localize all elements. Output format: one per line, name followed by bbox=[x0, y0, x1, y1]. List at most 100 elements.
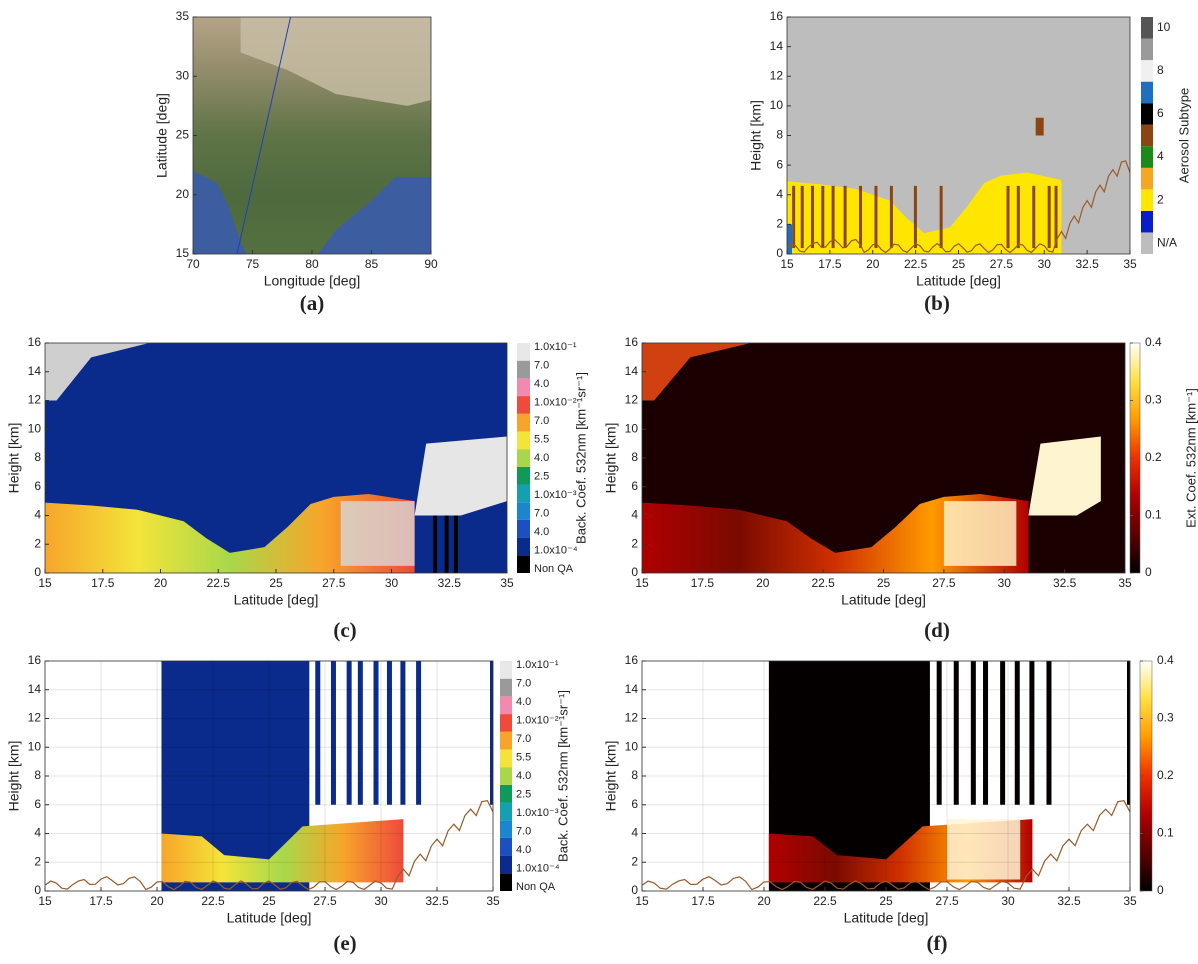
y-axis-label: Height [km] bbox=[603, 741, 619, 812]
colorbar-segment bbox=[500, 696, 512, 715]
stripe bbox=[889, 185, 893, 249]
colorbar-tick-label: 0.4 bbox=[1157, 653, 1174, 667]
track-line bbox=[236, 17, 292, 254]
colorbar-segment bbox=[500, 873, 512, 891]
x-tick-label: 27.5 bbox=[932, 576, 956, 590]
stripe bbox=[1054, 185, 1058, 249]
colorbar-segment bbox=[500, 714, 512, 732]
y-tick-label: 6 bbox=[631, 479, 638, 493]
stripe bbox=[1000, 661, 1006, 805]
stripe bbox=[953, 661, 959, 805]
y-tick-label: 8 bbox=[631, 450, 638, 464]
x-tick-label: 15 bbox=[38, 894, 52, 908]
stripe bbox=[1032, 185, 1036, 249]
colorbar-segment bbox=[500, 837, 512, 856]
stripe bbox=[831, 185, 835, 249]
y-tick-label: 0 bbox=[34, 883, 41, 897]
stripe bbox=[357, 661, 363, 805]
y-tick-label: 8 bbox=[34, 768, 41, 782]
x-tick-label: 15 bbox=[38, 576, 52, 590]
y-tick-label: 2 bbox=[631, 536, 638, 550]
colorbar-tick-label: 0.2 bbox=[1145, 450, 1162, 464]
stripe bbox=[800, 185, 804, 249]
x-axis-label: Latitude [deg] bbox=[841, 592, 926, 608]
y-axis-label: Latitude [deg] bbox=[154, 93, 170, 178]
colorbar-tick-label: 0.3 bbox=[1145, 393, 1162, 407]
colorbar-segment bbox=[517, 519, 530, 538]
stripe bbox=[1016, 185, 1020, 249]
stripe bbox=[913, 185, 917, 249]
colorbar-tick-label: 1.0x10⁻¹ bbox=[516, 659, 559, 671]
x-axis-label: Latitude [deg] bbox=[227, 910, 312, 926]
colorbar-tick-label: 6 bbox=[1157, 106, 1164, 120]
stripe bbox=[1029, 661, 1035, 805]
y-tick-label: 6 bbox=[631, 797, 638, 811]
x-tick-label: 35 bbox=[1118, 576, 1132, 590]
x-tick-label: 15 bbox=[780, 257, 794, 271]
map-sea bbox=[317, 176, 431, 254]
caption: (d) bbox=[924, 618, 950, 642]
cloud bbox=[414, 436, 507, 516]
cloud bbox=[943, 501, 1017, 566]
x-tick-label: 80 bbox=[305, 257, 319, 271]
colorbar-segment bbox=[500, 661, 512, 679]
stripe bbox=[821, 185, 825, 249]
aerosol-layer bbox=[161, 819, 404, 883]
y-tick-label: 4 bbox=[34, 508, 41, 522]
colorbar-tick-label: 1.0x10⁻⁴ bbox=[516, 862, 560, 874]
y-axis-label: Height [km] bbox=[6, 423, 22, 494]
colorbar-tick-label: 0.2 bbox=[1157, 768, 1174, 782]
colorbar-segment bbox=[500, 767, 512, 785]
aerosol-layer bbox=[787, 172, 1062, 254]
y-tick-label: 10 bbox=[770, 98, 784, 112]
y-tick-label: 14 bbox=[28, 364, 42, 378]
x-tick-label: 15 bbox=[635, 894, 649, 908]
colorbar-tick-label: 5.5 bbox=[534, 433, 549, 445]
y-tick-label: 8 bbox=[631, 768, 638, 782]
colorbar-segment bbox=[517, 466, 530, 485]
x-tick-label: 27.5 bbox=[935, 894, 959, 908]
colorbar-segment bbox=[1141, 38, 1153, 61]
x-tick-label: 27.5 bbox=[322, 576, 346, 590]
colorbar-tick-label: 7.0 bbox=[516, 825, 531, 837]
colorbar-label: Back. Coef. 532nm [km⁻¹sr⁻¹] bbox=[555, 690, 570, 862]
colorbar-segment bbox=[517, 449, 530, 467]
x-tick-label: 17.5 bbox=[91, 576, 115, 590]
colorbar-tick-label: 7.0 bbox=[516, 677, 531, 689]
cloud bbox=[340, 501, 415, 566]
colorbar-segment bbox=[1141, 124, 1153, 147]
colorbar-tick-label: 2.5 bbox=[534, 470, 549, 482]
x-tick-label: 32.5 bbox=[425, 894, 449, 908]
cloud bbox=[947, 819, 1021, 880]
y-tick-label: 16 bbox=[770, 9, 784, 23]
stripe bbox=[373, 661, 379, 805]
colorbar-segment bbox=[500, 749, 512, 768]
y-tick-label: 0 bbox=[776, 246, 783, 260]
plot-area bbox=[45, 343, 507, 573]
plot-area bbox=[642, 343, 1125, 573]
colorbar-label: Aerosol Subtype bbox=[1176, 88, 1191, 183]
x-tick-label: 22.5 bbox=[207, 576, 231, 590]
y-tick-label: 35 bbox=[176, 9, 190, 23]
x-tick-label: 90 bbox=[424, 257, 438, 271]
y-tick-label: 4 bbox=[34, 826, 41, 840]
x-tick-label: 20 bbox=[150, 894, 164, 908]
x-tick-label: 20 bbox=[866, 257, 880, 271]
stripe bbox=[1006, 185, 1010, 249]
colorbar-tick-label: 4.0 bbox=[534, 452, 549, 464]
caption: (c) bbox=[333, 618, 356, 642]
plot-area bbox=[642, 661, 1130, 891]
plot-area bbox=[45, 661, 493, 891]
x-tick-label: 25 bbox=[952, 257, 966, 271]
x-tick-label: 35 bbox=[1123, 894, 1137, 908]
colorbar-segment bbox=[517, 413, 530, 432]
y-tick-label: 16 bbox=[28, 653, 42, 667]
colorbar-tick-label: 0 bbox=[1157, 883, 1164, 897]
x-tick-label: 25 bbox=[877, 576, 891, 590]
stripe bbox=[843, 185, 847, 249]
x-tick-label: 22.5 bbox=[811, 576, 835, 590]
colorbar-tick-label: 1.0x10⁻³ bbox=[534, 489, 577, 501]
x-axis-label: Longitude [deg] bbox=[264, 273, 361, 289]
x-tick-label: 32.5 bbox=[1053, 576, 1077, 590]
stripe bbox=[970, 661, 976, 805]
